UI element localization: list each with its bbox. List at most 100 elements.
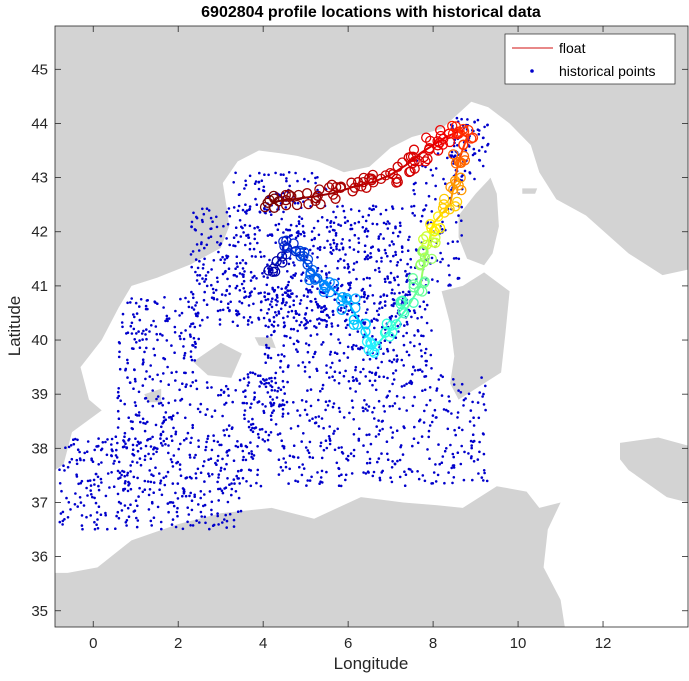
historical-point: [110, 448, 114, 451]
historical-point: [286, 283, 290, 287]
historical-point: [129, 464, 132, 467]
historical-point: [363, 257, 367, 261]
historical-point: [276, 285, 280, 289]
historical-point: [138, 305, 141, 308]
historical-point: [123, 474, 126, 478]
historical-point: [152, 481, 156, 484]
historical-point: [114, 435, 118, 439]
historical-point: [357, 250, 360, 254]
float-profile-marker: [267, 266, 279, 278]
historical-point: [389, 317, 392, 320]
historical-point: [416, 470, 419, 473]
historical-point: [83, 451, 86, 455]
historical-point: [236, 324, 239, 328]
historical-point: [347, 309, 351, 313]
historical-point: [394, 315, 398, 318]
historical-point: [286, 270, 289, 273]
historical-point: [132, 313, 135, 316]
historical-point: [179, 399, 182, 402]
historical-point: [116, 441, 119, 445]
historical-point: [271, 398, 275, 401]
historical-point: [460, 205, 464, 209]
historical-point: [286, 380, 289, 384]
historical-point: [225, 519, 229, 523]
float-profile-marker: [456, 157, 467, 168]
historical-point: [122, 440, 126, 443]
historical-point: [258, 385, 261, 388]
historical-point: [416, 317, 419, 320]
historical-point: [188, 475, 192, 479]
historical-point: [281, 299, 285, 302]
historical-point: [411, 444, 414, 448]
historical-point: [245, 209, 249, 212]
historical-point: [231, 400, 234, 404]
historical-point: [471, 478, 474, 482]
historical-point: [295, 295, 299, 298]
historical-point: [295, 231, 299, 234]
historical-point: [395, 360, 399, 363]
historical-point: [133, 338, 136, 341]
historical-point: [306, 389, 309, 392]
float-profile-marker: [466, 133, 477, 144]
historical-point: [256, 226, 260, 229]
historical-point: [174, 491, 177, 495]
historical-point: [295, 224, 298, 228]
float-profile-marker: [341, 293, 352, 304]
historical-point: [478, 391, 482, 394]
historical-point: [122, 489, 125, 492]
historical-point: [120, 473, 123, 477]
historical-point: [245, 402, 249, 405]
historical-point: [294, 272, 298, 275]
historical-point: [314, 181, 317, 185]
historical-point: [328, 442, 332, 446]
historical-point: [301, 271, 305, 275]
historical-point: [126, 361, 129, 365]
historical-point: [282, 261, 285, 265]
historical-point: [361, 406, 365, 410]
historical-point: [68, 460, 71, 464]
historical-point: [190, 508, 194, 512]
historical-point: [402, 364, 406, 367]
historical-point: [286, 289, 290, 293]
historical-point: [88, 479, 92, 482]
float-profile-marker: [291, 199, 303, 211]
historical-point: [299, 232, 303, 236]
historical-point: [378, 476, 382, 480]
float-profile-marker: [453, 180, 464, 191]
historical-point: [139, 420, 142, 424]
historical-point: [386, 347, 389, 351]
historical-point: [324, 264, 327, 268]
historical-point: [116, 396, 119, 400]
float-profile-marker: [420, 156, 431, 167]
historical-point: [123, 435, 126, 439]
historical-point: [401, 290, 405, 294]
historical-point: [104, 513, 107, 517]
historical-point: [274, 381, 278, 385]
historical-point: [406, 293, 409, 297]
historical-point: [325, 225, 329, 229]
historical-point: [175, 370, 178, 374]
historical-point: [319, 476, 323, 479]
historical-point: [170, 344, 173, 347]
historical-point: [194, 476, 198, 480]
historical-point: [282, 210, 285, 214]
historical-point: [165, 437, 168, 441]
historical-point: [380, 260, 383, 263]
historical-point: [290, 309, 294, 313]
historical-point: [194, 453, 197, 457]
historical-point: [334, 216, 338, 219]
historical-point: [203, 493, 206, 496]
historical-point: [179, 297, 182, 301]
historical-point: [350, 472, 354, 475]
historical-point: [320, 417, 324, 420]
historical-point: [406, 262, 409, 266]
historical-point: [353, 222, 357, 225]
historical-point: [167, 451, 170, 455]
historical-point: [141, 417, 145, 421]
historical-point: [440, 461, 444, 465]
historical-point: [352, 343, 355, 347]
historical-point: [224, 513, 227, 517]
historical-point: [222, 429, 225, 432]
historical-point: [337, 406, 341, 410]
historical-point: [288, 184, 292, 188]
